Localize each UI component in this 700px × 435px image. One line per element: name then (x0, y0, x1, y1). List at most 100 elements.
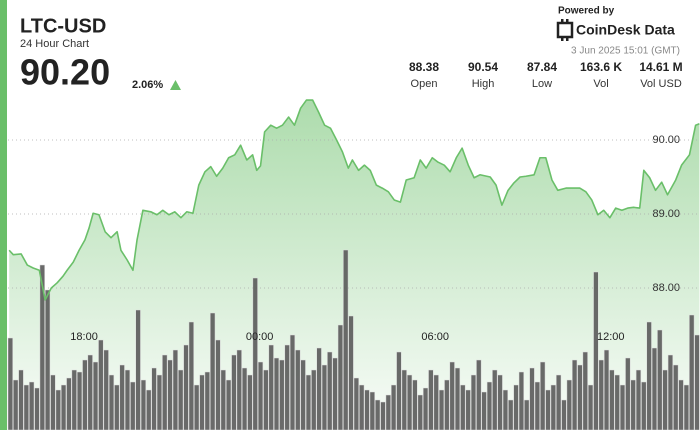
volume-bar (199, 374, 205, 431)
volume-bar (572, 359, 578, 431)
volume-bar (438, 389, 445, 431)
volume-bar (178, 369, 184, 431)
x-tick-label: 18:00 (70, 331, 98, 343)
volume-bar (82, 359, 88, 431)
volume-bar (156, 374, 163, 431)
volume-bar (689, 314, 695, 431)
volume-bar (614, 374, 620, 431)
volume-bar (481, 391, 487, 431)
volume-bar (598, 359, 604, 431)
volume-bar (694, 334, 700, 431)
volume-bar (23, 384, 29, 431)
volume-bar (124, 369, 131, 431)
stat-label: Vol USD (640, 78, 682, 90)
volume-bar (375, 399, 381, 431)
volume-bar (470, 374, 477, 431)
volume-bar (226, 379, 232, 431)
logo-icon (556, 19, 574, 41)
volume-bar (593, 271, 599, 431)
volume-bar (401, 369, 407, 431)
volume-bar (204, 371, 210, 431)
volume-bar (167, 359, 173, 431)
volume-bar (66, 377, 72, 431)
volume-bar (210, 312, 216, 431)
volume-bar (492, 369, 498, 431)
volume-bar (396, 351, 402, 431)
price: 90.20 (20, 52, 110, 93)
volume-bar (305, 374, 312, 431)
volume-bar (236, 349, 242, 431)
volume-bar (215, 339, 221, 431)
stat-label: Open (411, 78, 438, 90)
volume-bar (103, 349, 109, 431)
x-tick-label: 06:00 (421, 331, 449, 343)
volume-bar (529, 367, 535, 431)
volume-bar (449, 361, 455, 431)
volume-bar (231, 354, 237, 431)
symbol: LTC-USD (20, 15, 106, 37)
volume-bar (433, 374, 439, 431)
change: 2.06% (132, 79, 163, 91)
volume-bar (18, 369, 24, 431)
volume-bar (385, 394, 391, 431)
volume-bar (311, 369, 317, 431)
volume-bar (119, 364, 125, 431)
volume-bar (678, 379, 684, 431)
y-tick-label: 90.00 (652, 134, 680, 146)
volume-bar (524, 399, 530, 431)
stat-label: High (472, 78, 495, 90)
volume-bar (220, 369, 226, 431)
logo-text: CoinDesk Data (576, 22, 675, 38)
volume-bar (284, 344, 290, 431)
volume-bar (151, 367, 157, 431)
volume-bar (332, 357, 338, 431)
volume-bar (497, 374, 503, 431)
volume-bar (534, 381, 540, 431)
powered-by: Powered by (558, 6, 615, 17)
volume-bar (130, 381, 136, 431)
volume-bar (518, 371, 524, 431)
volume-bar (406, 374, 413, 431)
volume-bar (241, 367, 248, 431)
stats: 88.38 Open 90.54 High 87.84 Low 163.6 K Vol 14.6… (409, 60, 683, 90)
volume-bar (566, 379, 572, 431)
volume-bar (603, 349, 610, 431)
volume-bar (7, 337, 13, 431)
volume-bar (343, 249, 349, 431)
volume-bar (422, 387, 429, 431)
y-tick-label: 88.00 (652, 282, 680, 294)
volume-bar (55, 389, 61, 431)
volume-bar (635, 369, 642, 431)
volume-bar (279, 359, 285, 431)
x-tick-label: 00:00 (246, 331, 274, 343)
volume-bar (619, 384, 626, 431)
volume-bar (327, 351, 333, 431)
volume-bar (657, 329, 663, 431)
volume-bar (369, 391, 375, 431)
volume-bar (194, 384, 200, 431)
stat-value: 87.84 (527, 60, 557, 74)
volume-bar (508, 399, 514, 431)
volume-bar (587, 384, 594, 431)
volume-bar (257, 361, 264, 431)
volume-bar (582, 351, 588, 431)
volume-bar (337, 324, 343, 431)
volume-bar (300, 359, 306, 431)
price-line (8, 99, 700, 301)
volume-bar (183, 344, 189, 431)
volume-bar (673, 364, 679, 431)
up-arrow (170, 80, 181, 90)
volume-bar (556, 374, 562, 431)
subtitle: 24 Hour Chart (20, 38, 89, 50)
volume-bar (172, 349, 178, 431)
volume-bar (561, 399, 567, 431)
volume-bar (348, 315, 354, 431)
volume-bar (641, 381, 647, 431)
volume-bar (295, 349, 301, 431)
volume-bar (513, 384, 519, 431)
stat-value: 14.61 M (639, 60, 682, 74)
volume-bar (476, 359, 482, 431)
volume-bar (630, 379, 636, 431)
volume-bar (87, 354, 93, 431)
